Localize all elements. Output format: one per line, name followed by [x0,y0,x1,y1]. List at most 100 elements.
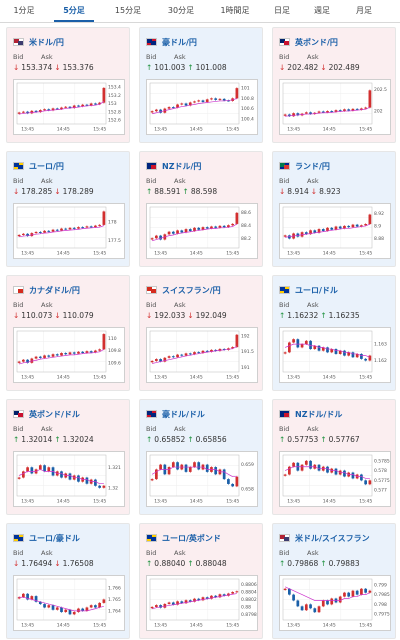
candle-body [51,354,55,357]
mini-chart[interactable]: 0.8806 0.8804 0.8802 0.88 0.8798 13:45 14:45 15… [146,575,258,631]
x-tick-label: 13:45 [21,251,34,257]
tab-7[interactable]: 週足 [314,6,330,15]
moving-average-line [18,468,104,485]
candle-body [188,353,192,355]
tab-6[interactable]: 日足 [274,6,290,15]
mini-chart[interactable]: 192 191.5 191 13:45 14:45 15:45 [146,327,258,383]
candle-body [218,225,222,228]
candle-body [231,483,234,487]
mini-chart[interactable]: 1.163 1.162 13:45 14:45 15:45 [279,327,391,383]
tab-5[interactable]: 1時間足 [220,6,250,15]
moving-average-line [19,349,105,365]
candle-body [81,104,85,107]
candle-body [47,605,51,608]
pair-link[interactable]: NZドル/円 [146,160,258,172]
ask-label: Ask [41,425,53,433]
pair-link[interactable]: 豪ドル/円 [146,36,258,48]
mini-chart[interactable]: 1.766 1.765 1.764 13:45 14:45 15:45 [13,575,125,631]
y-tick-label: 152.8 [108,109,121,115]
candle-body [355,224,359,227]
price-values: ↑ 88.591 ↑ 88.598 [146,187,219,196]
y-tick-label: 1.162 [374,358,387,364]
mini-chart[interactable]: 0.659 0.658 13:45 14:45 15:45 [146,451,258,507]
moving-average-line [284,586,371,601]
currency-card: NZドル/ドル Bid Ask ↑ 0.57753 ↑ 0.57767 0.5785 0.578… [272,399,396,515]
candle-body [368,480,372,485]
moving-average-line [285,223,371,238]
tab-4[interactable]: 30分足 [167,6,195,15]
pair-link[interactable]: ユーロ/ドル [279,284,391,296]
pair-link[interactable]: ランド/円 [279,160,391,172]
pair-link[interactable]: カナダドル/円 [13,284,125,296]
tab-2[interactable]: 5分足 [50,0,98,22]
candle-body [55,229,59,231]
y-tick-label: 192 [241,333,250,339]
candle-body [338,350,342,354]
mini-chart[interactable]: 88.6 88.4 88.2 13:45 14:45 15:45 [146,203,258,259]
pair-link[interactable]: ユーロ/円 [13,160,125,172]
tab-1[interactable]: 1分足 [13,6,35,15]
candle-body [326,111,329,113]
candle-body [355,590,359,595]
x-tick-label: 15:45 [93,623,106,629]
mini-chart[interactable]: 8.92 8.9 8.88 13:45 14:45 15:45 [279,203,391,259]
candle-body [22,233,25,235]
mini-chart[interactable]: 101 100.8 100.6 100.4 13:45 14:45 15:45 [146,79,258,135]
bid-price: 178.285 [21,187,53,196]
candle-body [343,109,346,112]
y-tick-label: 100.8 [241,96,254,102]
candle-body [296,113,300,116]
pair-link[interactable]: ユーロ/豪ドル [13,532,125,544]
pair-link[interactable]: 英ポンド/円 [279,36,391,48]
candle-body [26,111,29,114]
pair-link[interactable]: ユーロ/英ポンド [146,532,258,544]
price-labels: Bid Ask [13,301,69,309]
tab-3[interactable]: 15分足 [114,6,142,15]
candle-body [326,347,329,353]
pair-link[interactable]: NZドル/ドル [279,408,391,420]
candle-body [77,105,80,107]
pair-link[interactable]: 米ドル/スイスフラン [279,532,391,544]
y-tick-label: 110 [108,336,117,342]
candle-body [231,223,234,226]
mini-chart[interactable]: 202.5 202 13:45 14:45 15:45 [279,79,391,135]
candle-body [235,476,239,487]
x-tick-label: 15:45 [359,623,372,629]
y-tick-label: 1.764 [108,608,121,614]
candle-body [321,111,325,113]
price-labels: Bid Ask [13,53,69,61]
x-tick-label: 13:45 [21,499,34,505]
bid-price: 101.003 [154,63,186,72]
mini-chart[interactable]: 1.321 1.32 13:45 14:45 15:45 [13,451,125,507]
bid-arrow-icon: ↑ [13,435,20,444]
pair-link[interactable]: スイスフラン/円 [146,284,258,296]
mini-chart[interactable]: 0.799 0.7985 0.798 0.7975 13:45 14:45 15:45 [279,575,391,631]
pair-link[interactable]: 豪ドル/ドル [146,408,258,420]
bid-arrow-icon: ↓ [13,63,20,72]
pair-link[interactable]: 英ポンド/ドル [13,408,125,420]
candle-body [300,464,304,471]
y-tick-label: 8.9 [374,224,381,230]
mini-chart[interactable]: 153.4 153.2 153 152.8 152.6 13:45 14:45 15:45 [13,79,125,135]
currency-card: ユーロ/円 Bid Ask ↓ 178.285 ↓ 178.289 178 177.5 13:45… [6,151,130,267]
mini-chart[interactable]: 178 177.5 13:45 14:45 15:45 [13,203,125,259]
candle-body [64,228,68,230]
candle-body [17,112,21,114]
candle-body [94,350,97,353]
mini-chart[interactable]: 110 109.8 109.6 13:45 14:45 15:45 [13,327,125,383]
candle-body [85,104,89,106]
y-tick-label: 0.8806 [241,582,257,588]
x-tick-label: 13:45 [21,127,34,133]
tab-8[interactable]: 月足 [356,6,372,15]
bid-label: Bid [13,301,24,309]
candle-body [55,108,59,110]
candle-body [51,229,55,232]
pair-name: 豪ドル/ドル [162,409,205,419]
candle-body [214,226,218,228]
candle-body [167,467,171,475]
moving-average-line [152,593,237,610]
candle-body [197,100,201,102]
mini-chart[interactable]: 0.5785 0.578 0.5775 0.577 13:45 14:45 15:45 [279,451,391,507]
pair-link[interactable]: 米ドル/円 [13,36,125,48]
pair-name: 英ポンド/ドル [29,409,80,419]
